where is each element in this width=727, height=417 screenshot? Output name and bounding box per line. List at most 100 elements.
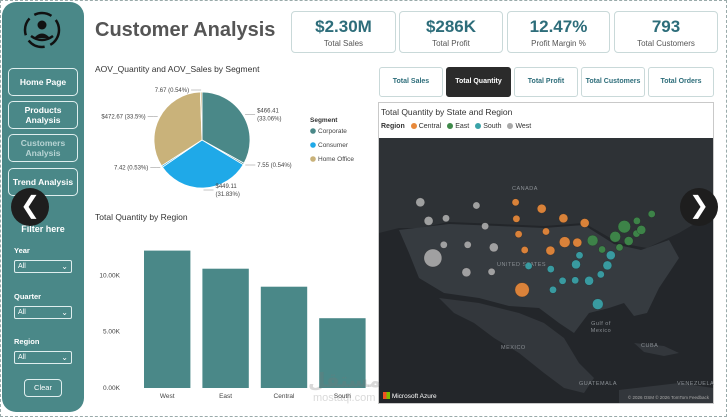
map-bubble-central[interactable] xyxy=(514,282,530,298)
map-bubble-central[interactable] xyxy=(520,246,529,254)
pie-legend-dot xyxy=(310,128,316,134)
map-bubble-west[interactable] xyxy=(481,222,489,230)
map-bubble-central[interactable] xyxy=(542,227,550,236)
map-bubble-east[interactable] xyxy=(615,243,624,252)
map-bubble-central[interactable] xyxy=(511,198,520,207)
filter-region-select[interactable]: All ⌄ xyxy=(14,351,72,364)
filter-year-label: Year xyxy=(14,246,30,255)
map-bubble-east[interactable] xyxy=(587,234,599,247)
map-bubble-central[interactable] xyxy=(572,237,582,248)
previous-page-arrow[interactable]: ❮ xyxy=(11,188,49,226)
map-bubble-east[interactable] xyxy=(609,231,621,243)
map-bubble-south[interactable] xyxy=(602,260,613,271)
map-bubble-central[interactable] xyxy=(512,215,521,223)
pie-slice-home-office-aov_sales[interactable] xyxy=(153,91,203,167)
map-bubble-central[interactable] xyxy=(558,213,569,223)
pie-slice-consumer-aov_sales[interactable] xyxy=(161,139,244,189)
map-bubble-east[interactable] xyxy=(598,245,606,254)
map-bubble-west[interactable] xyxy=(440,241,448,249)
map-bubble-south[interactable] xyxy=(571,276,579,285)
map-label-guatemala: GUATEMALA xyxy=(579,381,618,387)
bar-east[interactable] xyxy=(202,268,249,388)
pie-data-label: (33.06%) xyxy=(257,117,281,123)
pie-data-label: $449.11 xyxy=(216,184,238,190)
legend-dot-icon xyxy=(475,123,482,129)
map-bubble-south[interactable] xyxy=(584,276,594,286)
map-bubble-central[interactable] xyxy=(559,236,571,248)
map-bubble-east[interactable] xyxy=(647,210,656,218)
pie-slice-corporate-aov_sales[interactable] xyxy=(201,91,251,164)
nav-products-analysis-button[interactable]: Products Analysis xyxy=(8,101,78,129)
map-label-venezuela: VENEZUELA xyxy=(677,381,715,387)
pie-data-label: 7.67 (0.54%) xyxy=(155,88,189,94)
pie-data-label: 7.55 (0.54%) xyxy=(257,163,291,169)
map-bubble-west[interactable] xyxy=(461,267,472,277)
map-bubble-west[interactable] xyxy=(487,268,496,276)
map-bubble-west[interactable] xyxy=(463,241,472,249)
filter-quarter-label: Quarter xyxy=(14,292,42,301)
map-bubble-central[interactable] xyxy=(545,245,556,256)
map-bubble-south[interactable] xyxy=(524,262,533,270)
tab-total-sales[interactable]: Total Sales xyxy=(379,67,443,97)
kpi-label: Total Sales xyxy=(323,39,364,48)
map-bubble-south[interactable] xyxy=(547,265,555,273)
map-label-mexico: MEXICO xyxy=(501,345,526,351)
map-bubble-central[interactable] xyxy=(580,218,590,228)
map-bubble-south[interactable] xyxy=(575,251,584,260)
bar-x-tick-label: East xyxy=(219,393,232,400)
sidebar: Home Page Products Analysis Customers An… xyxy=(2,2,84,412)
bar-west[interactable] xyxy=(144,250,191,388)
map-bubble-south[interactable] xyxy=(606,250,616,260)
map-bubble-south[interactable] xyxy=(549,286,557,294)
bar-x-tick-label: Central xyxy=(274,393,296,400)
map-bubble-central[interactable] xyxy=(514,230,523,238)
tab-total-customers[interactable]: Total Customers xyxy=(581,67,645,97)
map-bubble-south[interactable] xyxy=(592,298,604,310)
kpi-card-profit-margin: 12.47% Profit Margin % xyxy=(507,11,610,53)
map-bubble-east[interactable] xyxy=(636,225,646,235)
next-page-arrow[interactable]: ❯ xyxy=(680,188,718,226)
state-region-map-panel: Total Quantity by State and Region Regio… xyxy=(378,102,714,404)
map-bubble-west[interactable] xyxy=(442,214,450,223)
map-bubble-central[interactable] xyxy=(537,204,547,214)
map-label-canada: CANADA xyxy=(512,186,538,192)
pie-data-label: $472.67 (33.5%) xyxy=(101,115,145,121)
map-bubble-west[interactable] xyxy=(489,242,499,253)
map-bubble-east[interactable] xyxy=(633,217,641,225)
pie-slice-home-office-aov_quantity[interactable] xyxy=(199,91,203,141)
map-bubble-west[interactable] xyxy=(423,248,443,268)
map-bubble-south[interactable] xyxy=(558,277,567,285)
region-bar-chart: 0.00K 5.00K 10.00K West East Central South xyxy=(99,250,366,400)
clear-filters-button[interactable]: Clear xyxy=(24,379,62,397)
map-bubble-west[interactable] xyxy=(415,197,425,207)
filter-year-select[interactable]: All ⌄ xyxy=(14,260,72,273)
tab-total-orders[interactable]: Total Orders xyxy=(648,67,714,97)
bar-chart-title: Total Quantity by Region xyxy=(95,212,188,222)
watermark-text: mostaql.com xyxy=(313,392,376,404)
legend-dot-icon xyxy=(410,123,417,129)
nav-trend-analysis-button[interactable]: Trend Analysis xyxy=(8,168,78,196)
nav-customers-analysis-button[interactable]: Customers Analysis xyxy=(8,134,78,162)
pie-data-label: 7.42 (0.53%) xyxy=(114,166,148,172)
page-title: Customer Analysis xyxy=(95,19,276,41)
legend-dot-icon xyxy=(447,123,454,129)
kpi-label: Profit Margin % xyxy=(531,39,586,48)
kpi-label: Total Customers xyxy=(637,39,695,48)
map-bubble-south[interactable] xyxy=(571,259,581,270)
filter-quarter-select[interactable]: All ⌄ xyxy=(14,306,72,319)
bar-south[interactable] xyxy=(319,318,366,388)
map-bubble-east[interactable] xyxy=(617,220,631,234)
nav-home-page-button[interactable]: Home Page xyxy=(8,68,78,96)
chevron-down-icon: ⌄ xyxy=(61,262,68,271)
tab-total-quantity[interactable]: Total Quantity xyxy=(446,67,511,97)
map-bubble-east[interactable] xyxy=(624,236,634,246)
bar-central[interactable] xyxy=(260,286,308,388)
map-label-cuba: CUBA xyxy=(641,343,659,349)
pie-legend-label: Home Office xyxy=(318,156,354,163)
map-label-us: UNITED STATES xyxy=(497,262,547,268)
tab-total-profit[interactable]: Total Profit xyxy=(514,67,578,97)
map-bubble-west[interactable] xyxy=(423,216,434,226)
map-bubble-south[interactable] xyxy=(597,270,605,279)
map-bubble-west[interactable] xyxy=(472,201,481,210)
map-canvas[interactable]: CANADA UNITED STATES Gulf of Mexico MEXI… xyxy=(379,138,715,403)
